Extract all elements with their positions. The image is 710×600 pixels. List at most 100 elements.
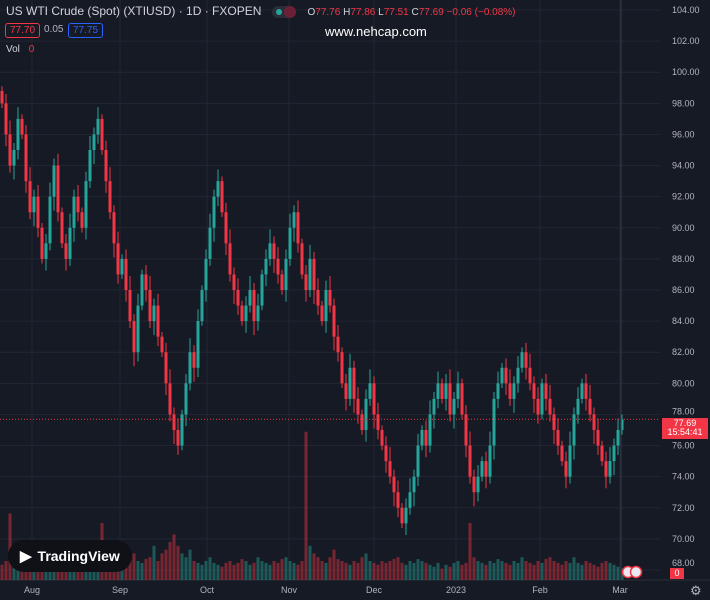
volume-bar (580, 564, 584, 580)
volume-bar (240, 559, 244, 580)
volume-bar (448, 566, 452, 580)
volume-bar (436, 562, 440, 580)
volume-bar (16, 562, 20, 580)
volume-bar (548, 557, 552, 580)
volume-bar (168, 542, 172, 580)
volume-tag: 0 (670, 568, 684, 579)
candle-body (248, 290, 252, 306)
volume-bar (260, 561, 264, 580)
volume-bar (340, 561, 344, 580)
candle-body (424, 430, 428, 446)
volume-bar (232, 564, 236, 580)
volume-bar (280, 559, 284, 580)
candle-body (520, 352, 524, 368)
candle-body (372, 383, 376, 415)
candle-body (408, 492, 412, 508)
candle-body (480, 461, 484, 477)
volume-bar (528, 562, 532, 580)
symbol-title[interactable]: US WTI Crude (Spot) (XTIUSD) · 1D · FXOP… (6, 4, 262, 18)
candle-body (220, 181, 224, 213)
candle-body (440, 383, 444, 399)
volume-bar (24, 566, 28, 580)
volume-bar (484, 564, 488, 580)
time-tick-label: Nov (281, 585, 298, 595)
price-tick-label: 86.00 (672, 285, 695, 295)
volume-bar (588, 562, 592, 580)
time-tick-label: Oct (200, 585, 215, 595)
volume-bar (376, 564, 380, 580)
candle-body (420, 430, 424, 446)
volume-bar (248, 564, 252, 580)
candle-body (100, 118, 104, 150)
volume-bar (256, 557, 260, 580)
candle-body (368, 383, 372, 399)
candle-body (256, 305, 260, 322)
spread-value: 0.05 (44, 24, 64, 35)
volume-bar (480, 562, 484, 580)
candle-body (28, 181, 32, 213)
volume-bar (572, 557, 576, 580)
visibility-toggle[interactable] (272, 6, 297, 19)
candle-body (532, 383, 536, 399)
volume-bar (148, 557, 152, 580)
volume-bar (344, 562, 348, 580)
volume-bar (420, 561, 424, 580)
candle-body (416, 445, 420, 477)
candle-body (84, 181, 88, 228)
time-tick-label: Sep (112, 585, 128, 595)
volume-bar (552, 561, 556, 580)
candle-body (528, 367, 532, 384)
settings-icon[interactable]: ⚙ (690, 583, 702, 598)
candle-body (616, 430, 620, 446)
candle-body (536, 398, 540, 415)
candle-body (600, 445, 604, 462)
buy-price-button[interactable]: 77.75 (68, 23, 104, 38)
candle-body (296, 212, 300, 244)
candle-body (224, 212, 228, 244)
volume-bar (208, 557, 212, 580)
candle-body (348, 367, 352, 399)
candle-body (272, 243, 276, 259)
candle-body (276, 258, 280, 275)
volume-bar (132, 553, 136, 580)
volume-bar (424, 562, 428, 580)
volume-bar (400, 562, 404, 580)
volume-bar (56, 564, 60, 580)
sell-price-button[interactable]: 77.70 (5, 23, 41, 38)
volume-bar (348, 564, 352, 580)
volume-bar (464, 562, 468, 580)
price-tick-label: 90.00 (672, 223, 695, 233)
candle-body (472, 476, 476, 493)
volume-bar (288, 561, 292, 580)
volume-bar (212, 562, 216, 580)
volume-bar (320, 561, 324, 580)
candle-body (228, 243, 232, 275)
volume-bar (556, 562, 560, 580)
price-tick-label: 88.00 (672, 254, 695, 264)
volume-bar (512, 561, 516, 580)
candle-body (380, 430, 384, 446)
time-tick-label: Feb (532, 585, 548, 595)
candle-body (232, 274, 236, 290)
candle-body (204, 258, 208, 290)
price-tick-label: 104.00 (672, 5, 700, 15)
candle-body (452, 398, 456, 415)
price-tick-label: 72.00 (672, 503, 695, 513)
volume-bar (152, 545, 156, 580)
candle-body (392, 476, 396, 493)
price-tick-label: 78.00 (672, 406, 695, 416)
candle-body (384, 445, 388, 462)
volume-bar (504, 562, 508, 580)
volume-bar (468, 523, 472, 580)
candle-body (576, 398, 580, 415)
volume-bar (284, 557, 288, 580)
volume-bar (568, 562, 572, 580)
volume-bar (412, 562, 416, 580)
candle-body (560, 445, 564, 462)
candle-body (216, 181, 220, 197)
volume-bar (560, 564, 564, 580)
tradingview-logo[interactable]: ▶ TradingView (8, 540, 132, 572)
candle-body (4, 103, 8, 135)
us-flag-event-icon (629, 565, 643, 579)
